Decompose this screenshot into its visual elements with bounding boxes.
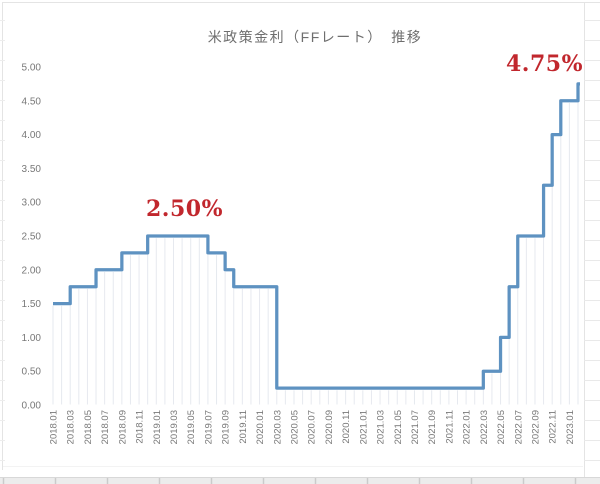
x-tick-label: 2019.09 <box>221 410 232 444</box>
x-tick-label: 2019.11 <box>238 410 249 444</box>
x-tick-label: 2019.07 <box>203 410 214 444</box>
x-tick-label: 2022.11 <box>548 410 559 444</box>
annotation-2023-peak: 4.75% <box>506 51 583 77</box>
x-tick-label: 2022.03 <box>479 410 490 444</box>
y-tick-label: 2.00 <box>22 265 42 276</box>
x-tick-label: 2020.01 <box>255 410 266 444</box>
rate-step-line <box>53 82 580 390</box>
x-tick-label: 2021.05 <box>393 410 404 444</box>
chart-title: 米政策金利（FFレート） 推移 <box>207 29 423 45</box>
x-tick-label: 2022.09 <box>530 410 541 444</box>
y-tick-label: 0.50 <box>22 367 42 378</box>
x-tick-label: 2022.05 <box>496 410 507 444</box>
x-tick-label: 2019.03 <box>169 410 180 444</box>
x-tick-label: 2020.09 <box>324 410 335 444</box>
ffrate-series-path <box>53 82 580 390</box>
y-tick-label: 3.50 <box>22 164 42 175</box>
x-axis-tick-labels: 2018.01 2018.03 2018.05 2018.07 2018.09 2018.… <box>49 410 576 444</box>
x-tick-label: 2018.07 <box>100 410 111 444</box>
x-tick-label: 2021.09 <box>427 410 438 444</box>
x-tick-label: 2020.11 <box>341 410 352 444</box>
x-tick-label: 2020.05 <box>289 410 300 444</box>
x-tick-label: 2022.07 <box>513 410 524 444</box>
y-tick-label: 4.00 <box>22 130 42 141</box>
x-tick-label: 2018.05 <box>83 410 94 444</box>
x-tick-label: 2021.01 <box>358 410 369 444</box>
x-tick-label: 2020.07 <box>307 410 318 444</box>
x-tick-label: 2021.11 <box>444 410 455 444</box>
y-tick-label: 5.00 <box>22 63 42 74</box>
x-tick-label: 2021.07 <box>410 410 421 444</box>
x-tick-label: 2022.01 <box>462 410 473 444</box>
y-tick-label: 4.50 <box>22 96 42 107</box>
y-axis-tick-labels: 0.00 0.50 1.00 1.50 2.00 2.50 3.00 3.50 4.00 4.50… <box>22 63 42 412</box>
x-tick-label: 2018.03 <box>66 410 77 444</box>
x-tick-label: 2021.03 <box>376 410 387 444</box>
y-tick-label: 1.00 <box>22 333 42 344</box>
annotation-2019-peak: 2.50% <box>146 196 223 222</box>
y-tick-label: 2.50 <box>22 232 42 243</box>
x-tick-label: 2019.01 <box>152 410 163 444</box>
x-tick-label: 2018.11 <box>135 410 146 444</box>
y-tick-label: 1.50 <box>22 299 42 310</box>
x-tick-label: 2018.09 <box>117 410 128 444</box>
x-tick-label: 2023.01 <box>565 410 576 444</box>
x-tick-label: 2020.03 <box>272 410 283 444</box>
y-tick-label: 0.00 <box>22 401 42 412</box>
x-tick-label: 2019.05 <box>186 410 197 444</box>
x-tick-label: 2018.01 <box>49 410 60 444</box>
y-tick-label: 3.00 <box>22 198 42 209</box>
